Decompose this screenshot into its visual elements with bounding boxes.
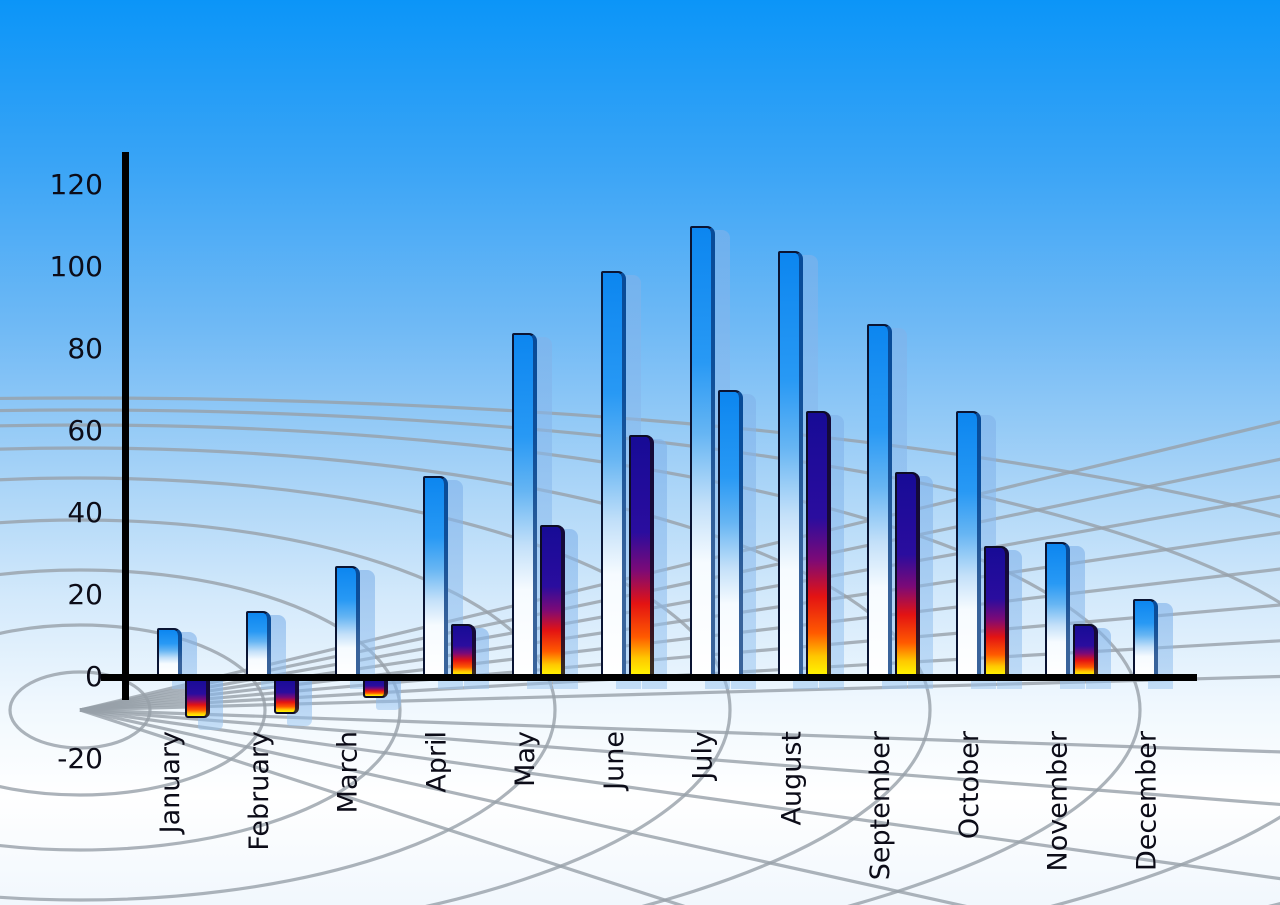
x-axis-label-january: January [155, 731, 186, 835]
x-axis-label-july: July [688, 731, 719, 782]
bar-june-primary [600, 271, 626, 677]
grid-arc [0, 568, 402, 852]
bar-october-secondary [983, 545, 1009, 677]
grid-ray [79, 708, 1280, 881]
x-axis-label-september: September [865, 730, 896, 880]
y-tick-label-60: 60 [67, 414, 103, 447]
grid-arc [8, 670, 152, 750]
x-axis-label-february: February [244, 731, 275, 851]
bar-february-primary [245, 611, 271, 677]
bar-june-secondary [628, 435, 654, 677]
y-tick-label-20: 20 [67, 578, 103, 611]
bar-october-primary [955, 410, 981, 677]
x-axis-label-december: December [1131, 730, 1162, 871]
grid-arc [0, 476, 732, 905]
x-axis-label-may: May [510, 731, 541, 787]
bar-july-primary [689, 226, 715, 677]
bar-july-secondary [717, 390, 743, 677]
x-axis-label-october: October [954, 730, 985, 839]
bar-november-secondary [1072, 623, 1098, 677]
bar-august-primary [778, 250, 804, 677]
grid-arc [0, 408, 1280, 905]
grid-arc [0, 518, 557, 902]
x-axis-label-march: March [333, 731, 364, 813]
y-axis-line [122, 152, 129, 700]
grid-ray [79, 708, 967, 905]
bar-may-primary [512, 332, 537, 677]
y-tick-label--20: -20 [57, 742, 103, 775]
bar-may-secondary [540, 525, 565, 677]
grid-ray [79, 708, 1280, 754]
x-axis-label-november: November [1043, 730, 1074, 871]
y-tick-label-80: 80 [67, 332, 103, 365]
bar-april-secondary [451, 623, 477, 677]
y-tick-label-0: 0 [85, 660, 103, 693]
x-axis-label-april: April [421, 731, 452, 793]
bar-august-secondary [806, 410, 832, 677]
x-axis-label-june: June [599, 731, 630, 792]
grid-ray [79, 708, 686, 905]
x-axis-line [101, 674, 1197, 681]
bar-september-primary [867, 324, 892, 677]
grid-arc [0, 423, 1142, 905]
y-tick-label-120: 120 [49, 168, 103, 201]
y-tick-label-100: 100 [49, 250, 103, 283]
grid-arc [0, 623, 267, 797]
bar-april-primary [423, 476, 449, 677]
x-axis-label-august: August [776, 731, 807, 826]
bar-november-primary [1044, 541, 1070, 677]
grid-ray [79, 708, 1280, 807]
grid-arc [0, 446, 932, 905]
y-tick-label-40: 40 [67, 496, 103, 529]
bar-march-primary [334, 566, 360, 677]
bar-september-secondary [895, 472, 920, 677]
grid-arc [0, 396, 1280, 905]
